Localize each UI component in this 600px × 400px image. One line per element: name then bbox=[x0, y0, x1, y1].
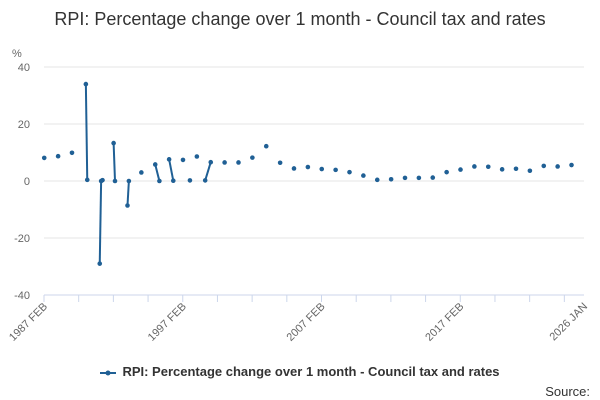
data-point[interactable] bbox=[202, 178, 208, 183]
data-point[interactable] bbox=[458, 167, 463, 172]
series-segment bbox=[168, 159, 175, 181]
grid-lines bbox=[44, 66, 584, 239]
data-point[interactable] bbox=[55, 153, 61, 159]
y-tick-label: -20 bbox=[14, 233, 30, 245]
series-segment bbox=[154, 164, 161, 182]
data-point[interactable] bbox=[100, 177, 105, 183]
data-point[interactable] bbox=[83, 81, 89, 87]
data-point[interactable] bbox=[416, 175, 422, 181]
legend[interactable]: RPI: Percentage change over 1 month - Co… bbox=[0, 364, 600, 379]
data-point[interactable] bbox=[187, 178, 193, 183]
data-point[interactable] bbox=[361, 173, 366, 178]
series-segment bbox=[84, 84, 89, 180]
data-point[interactable] bbox=[170, 178, 176, 184]
data-point[interactable] bbox=[569, 162, 574, 168]
data-point[interactable] bbox=[277, 160, 283, 166]
source-label: Source: bbox=[545, 384, 590, 399]
y-axis-label: % bbox=[12, 48, 22, 60]
data-point[interactable] bbox=[555, 164, 560, 169]
data-point[interactable] bbox=[263, 143, 269, 149]
data-point[interactable] bbox=[333, 167, 338, 173]
data-point[interactable] bbox=[180, 157, 186, 163]
data-point[interactable] bbox=[236, 160, 241, 165]
x-tick-label: 2026 JAN bbox=[547, 301, 590, 344]
data-point[interactable] bbox=[157, 178, 162, 184]
x-tick-label: 2007 FEB bbox=[285, 301, 328, 344]
data-point[interactable] bbox=[208, 159, 214, 165]
data-point[interactable] bbox=[112, 178, 118, 184]
data-point[interactable] bbox=[84, 177, 90, 183]
x-tick-label: 2017 FEB bbox=[423, 301, 466, 344]
data-point[interactable] bbox=[444, 169, 449, 175]
legend-marker-icon bbox=[100, 370, 117, 376]
data-point[interactable] bbox=[126, 178, 132, 184]
data-point[interactable] bbox=[152, 162, 158, 167]
data-point[interactable] bbox=[472, 164, 477, 169]
series-segment bbox=[98, 180, 103, 264]
y-tick-label: 20 bbox=[18, 119, 30, 131]
data-point[interactable] bbox=[97, 261, 103, 266]
series-segment bbox=[204, 161, 212, 181]
series-group bbox=[41, 81, 574, 266]
data-point[interactable] bbox=[485, 164, 491, 170]
data-point[interactable] bbox=[41, 155, 47, 161]
data-point[interactable] bbox=[527, 168, 533, 174]
y-tick-label: -40 bbox=[14, 290, 30, 302]
data-point[interactable] bbox=[222, 160, 227, 165]
data-point[interactable] bbox=[347, 169, 352, 175]
x-tick-label: 1997 FEB bbox=[146, 301, 189, 344]
chart-title: RPI: Percentage change over 1 month - Co… bbox=[54, 9, 546, 29]
y-tick-label: 40 bbox=[18, 62, 30, 74]
series-segment bbox=[126, 180, 130, 206]
legend-label: RPI: Percentage change over 1 month - Co… bbox=[122, 364, 500, 379]
y-axis-ticks: -40 -20 0 20 40 bbox=[14, 62, 30, 302]
data-point[interactable] bbox=[499, 167, 505, 172]
data-point[interactable] bbox=[139, 170, 144, 175]
data-point[interactable] bbox=[388, 176, 394, 182]
data-point[interactable] bbox=[430, 175, 436, 180]
x-tick-label: 1987 FEB bbox=[7, 301, 50, 344]
y-tick-label: 0 bbox=[24, 176, 30, 188]
series-segment bbox=[112, 143, 117, 182]
data-point[interactable] bbox=[111, 140, 116, 146]
data-point[interactable] bbox=[194, 154, 200, 159]
data-point[interactable] bbox=[513, 166, 519, 172]
data-point[interactable] bbox=[69, 150, 75, 156]
data-point[interactable] bbox=[374, 177, 380, 183]
data-point[interactable] bbox=[305, 164, 311, 170]
data-point[interactable] bbox=[541, 163, 547, 169]
data-point[interactable] bbox=[125, 203, 130, 208]
data-point[interactable] bbox=[319, 166, 325, 172]
data-point[interactable] bbox=[166, 157, 172, 162]
data-point[interactable] bbox=[291, 166, 297, 171]
data-point[interactable] bbox=[402, 175, 408, 181]
data-point[interactable] bbox=[250, 155, 255, 160]
x-axis: 1987 FEB 1997 FEB 2007 FEB 2017 FEB 2026 JAN bbox=[7, 294, 590, 344]
